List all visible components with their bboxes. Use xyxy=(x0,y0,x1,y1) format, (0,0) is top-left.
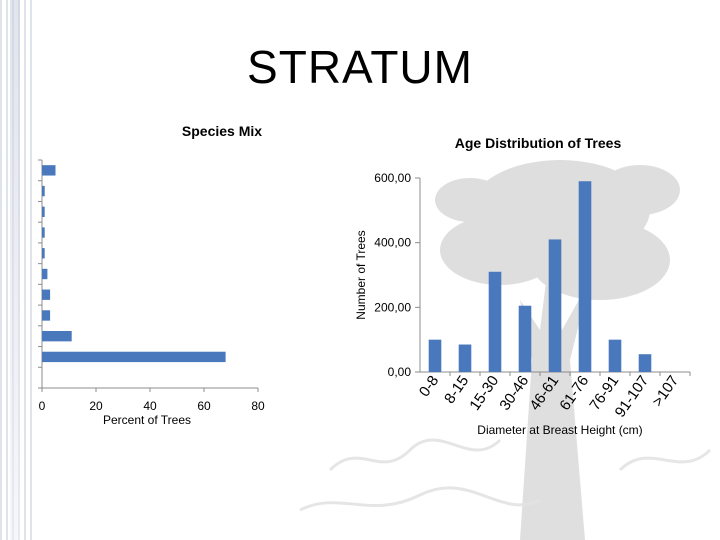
species-bar xyxy=(42,227,45,238)
species-bar xyxy=(42,331,72,342)
species-x-tick-label: 40 xyxy=(143,399,157,413)
species-bar xyxy=(42,289,51,300)
age-distribution-chart: Age Distribution of Trees 0,00 200,00 400,0… xyxy=(354,135,691,437)
age-y-tick-label: 400,00 xyxy=(374,236,411,250)
species-x-tick-label: 20 xyxy=(89,399,103,413)
species-bar xyxy=(42,248,45,259)
species-x-axis-label: Percent of Trees xyxy=(103,413,191,427)
age-y-tick-label: 600,00 xyxy=(374,171,411,185)
age-y-axis-label: Number of Trees xyxy=(354,230,368,319)
age-x-axis-label: Diameter at Breast Height (cm) xyxy=(477,423,642,437)
page-title: STRATUM xyxy=(247,41,473,93)
species-mix-chart: Species Mix 0 20 40 60 80 Percent of Trees xyxy=(38,123,265,427)
species-bar xyxy=(42,310,51,321)
age-distribution-title: Age Distribution of Trees xyxy=(455,135,622,151)
age-bar xyxy=(608,339,622,372)
age-bar xyxy=(638,354,652,372)
left-decorative-stripes xyxy=(0,0,34,540)
age-y-tick-label: 200,00 xyxy=(374,300,411,314)
age-bar xyxy=(488,271,502,372)
age-bar xyxy=(428,339,442,372)
age-bar xyxy=(548,239,562,372)
species-bar xyxy=(42,165,56,176)
species-bar xyxy=(42,268,48,280)
age-category-label: 61-76 xyxy=(556,373,592,414)
species-bar xyxy=(42,351,226,363)
species-x-tick-label: 60 xyxy=(197,399,211,413)
age-category-label: 15-30 xyxy=(466,373,502,414)
age-category-label: >107 xyxy=(649,373,682,410)
age-bar xyxy=(518,305,532,372)
age-category-label: 0-8 xyxy=(416,373,442,401)
age-bar xyxy=(458,344,472,372)
age-y-tick-label: 0,00 xyxy=(388,365,412,379)
species-bar xyxy=(42,206,45,217)
age-category-label: 46-61 xyxy=(526,373,562,414)
age-category-label: 30-46 xyxy=(496,373,532,414)
species-x-tick-label: 0 xyxy=(39,399,46,413)
species-mix-title: Species Mix xyxy=(182,123,262,139)
species-bar xyxy=(42,185,45,197)
age-bar xyxy=(578,181,592,372)
species-x-tick-label: 80 xyxy=(251,399,265,413)
